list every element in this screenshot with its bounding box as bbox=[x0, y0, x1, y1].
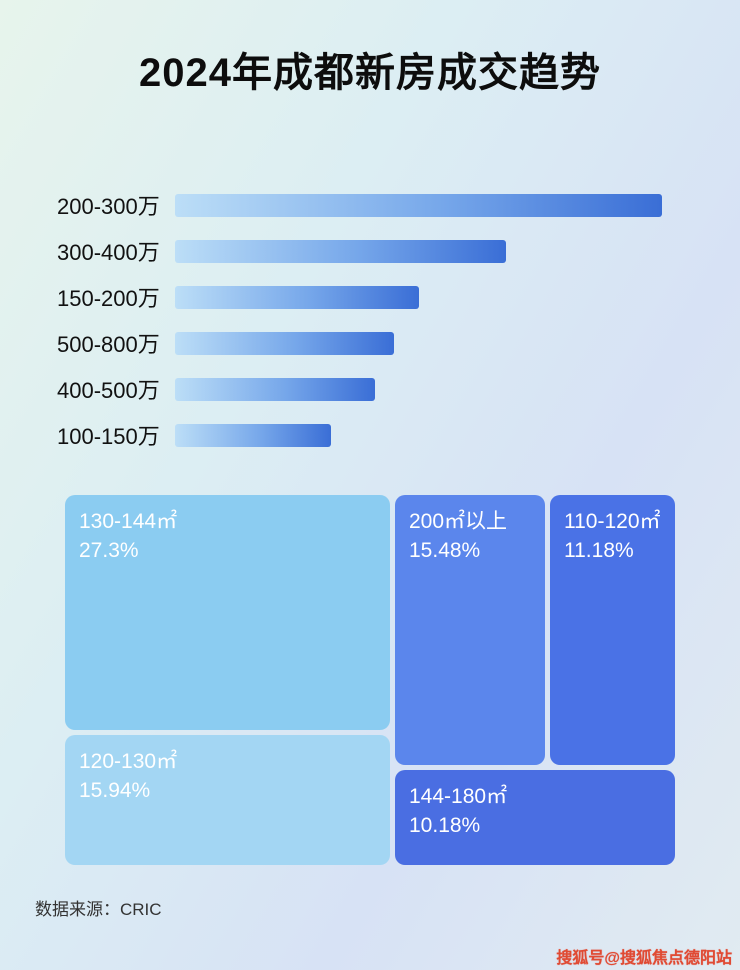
bar-row: 100-150万 bbox=[0, 412, 740, 458]
treemap-percent: 11.18% bbox=[564, 539, 634, 563]
bar-label: 150-200万 bbox=[57, 286, 160, 311]
bar bbox=[175, 423, 331, 447]
bar bbox=[175, 239, 507, 263]
bar-label: 400-500万 bbox=[57, 378, 160, 403]
treemap-block-110-120: 110-120㎡ 11.18% bbox=[550, 495, 675, 765]
bar bbox=[175, 193, 662, 217]
page-title: 2024年成都新房成交趋势 bbox=[139, 51, 601, 95]
treemap-block-144-180: 144-180㎡ 10.18% bbox=[395, 770, 675, 865]
bar-row: 150-200万 bbox=[0, 274, 740, 320]
bar-track bbox=[175, 331, 662, 355]
treemap-percent: 15.48% bbox=[409, 539, 481, 563]
area-size-treemap: 130-144㎡ 27.3% 120-130㎡ 15.94% 200㎡以上 15… bbox=[65, 495, 675, 865]
price-range-bar-chart: 200-300万 300-400万 150-200万 500-800万 400-… bbox=[0, 182, 740, 458]
treemap-percent: 15.94% bbox=[79, 779, 151, 803]
treemap-label: 120-130㎡ bbox=[79, 750, 178, 773]
bar-label: 200-300万 bbox=[57, 194, 160, 219]
bar-track bbox=[175, 239, 662, 263]
bar-track bbox=[175, 377, 662, 401]
treemap-percent: 27.3% bbox=[79, 539, 139, 563]
bar-track bbox=[175, 423, 662, 447]
treemap-label: 130-144㎡ bbox=[79, 510, 178, 533]
treemap-block-200-plus: 200㎡以上 15.48% bbox=[395, 495, 545, 765]
bar bbox=[175, 377, 375, 401]
treemap-block-130-144: 130-144㎡ 27.3% bbox=[65, 495, 390, 730]
watermark-text: 搜狐号@搜狐焦点德阳站 bbox=[556, 950, 732, 967]
data-source-note: 数据来源：CRIC bbox=[35, 900, 162, 919]
bar-row: 200-300万 bbox=[0, 182, 740, 228]
bar-row: 400-500万 bbox=[0, 366, 740, 412]
treemap-label: 144-180㎡ bbox=[409, 785, 508, 808]
bar bbox=[175, 285, 419, 309]
treemap-label: 200㎡以上 bbox=[409, 510, 508, 533]
bar-track bbox=[175, 193, 662, 217]
treemap-label: 110-120㎡ bbox=[564, 510, 661, 533]
bar-row: 300-400万 bbox=[0, 228, 740, 274]
treemap-percent: 10.18% bbox=[409, 814, 481, 838]
bar-label: 300-400万 bbox=[57, 240, 160, 265]
bar bbox=[175, 331, 395, 355]
treemap-block-120-130: 120-130㎡ 15.94% bbox=[65, 735, 390, 865]
bar-label: 500-800万 bbox=[57, 332, 160, 357]
bar-label: 100-150万 bbox=[57, 424, 160, 449]
bar-row: 500-800万 bbox=[0, 320, 740, 366]
bar-track bbox=[175, 285, 662, 309]
